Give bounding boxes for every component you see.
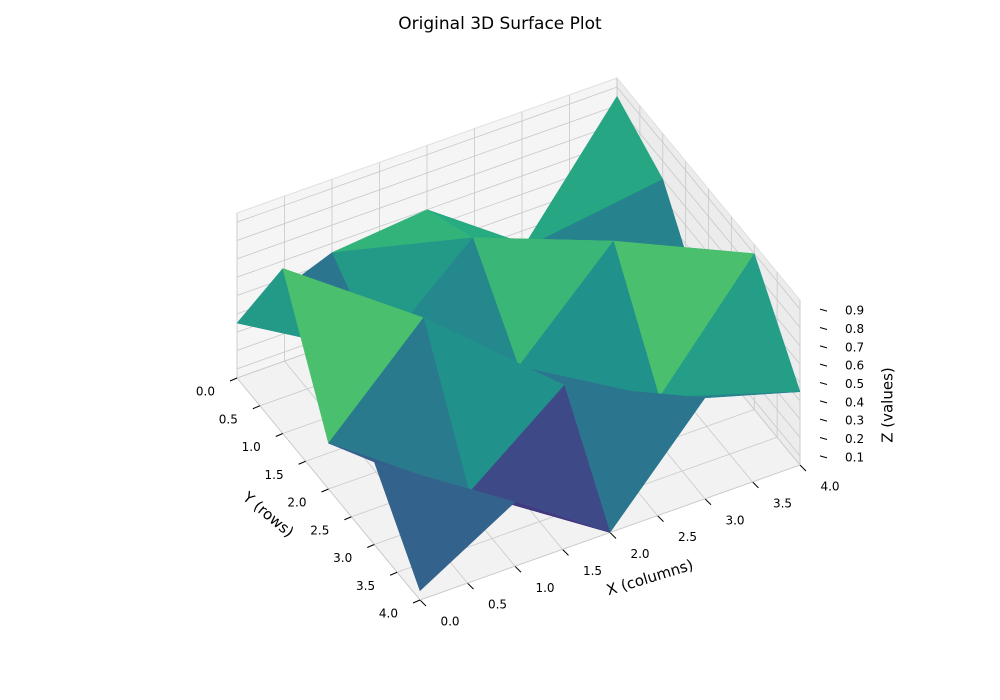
z-tick-label: 0.9 xyxy=(845,304,864,318)
z-tick xyxy=(819,345,828,349)
x-tick-label: 0.0 xyxy=(440,615,459,629)
x-tick-label: 4.0 xyxy=(820,480,839,494)
y-tick-label: 2.5 xyxy=(310,523,329,537)
x-tick xyxy=(419,599,427,607)
y-tick-label: 3.0 xyxy=(333,551,352,565)
z-tick-label: 0.3 xyxy=(845,414,864,428)
x-tick xyxy=(752,481,759,489)
x-tick-label: 2.5 xyxy=(678,530,697,544)
z-tick-label: 0.4 xyxy=(845,395,864,409)
grid-line xyxy=(236,123,618,260)
y-tick-label: 1.5 xyxy=(265,468,284,482)
y-tick xyxy=(389,571,398,576)
y-tick-label: 0.0 xyxy=(196,385,215,399)
z-tick xyxy=(819,308,828,312)
y-tick xyxy=(321,488,329,493)
y-tick-label: 2.0 xyxy=(287,496,306,510)
x-tick-label: 1.0 xyxy=(535,581,554,595)
y-tick xyxy=(275,433,283,437)
y-tick xyxy=(229,377,238,382)
y-tick-label: 1.0 xyxy=(242,440,261,454)
x-axis-label: X (columns) xyxy=(604,556,695,599)
x-tick xyxy=(514,565,522,573)
x-tick xyxy=(467,582,474,590)
z-tick xyxy=(819,418,828,422)
z-tick xyxy=(819,455,828,459)
y-tick-label: 4.0 xyxy=(379,607,398,621)
z-tick xyxy=(819,400,828,404)
grid-line xyxy=(236,86,618,223)
z-tick xyxy=(819,363,828,367)
y-tick xyxy=(367,544,375,548)
y-tick xyxy=(344,516,352,521)
x-tick xyxy=(562,549,569,556)
z-tick-label: 0.7 xyxy=(845,340,864,354)
z-tick xyxy=(819,437,828,440)
x-tick xyxy=(799,464,807,472)
grid-line xyxy=(236,105,618,241)
x-tick xyxy=(657,515,664,522)
y-tick xyxy=(252,405,261,410)
y-tick xyxy=(298,460,306,465)
z-tick-label: 0.1 xyxy=(845,450,864,464)
z-tick-label: 0.6 xyxy=(845,359,864,373)
chart-title: Original 3D Surface Plot xyxy=(398,14,602,34)
z-tick-label: 0.5 xyxy=(845,377,864,391)
z-tick-label: 0.2 xyxy=(845,432,864,446)
surface-face xyxy=(373,461,516,592)
x-tick-label: 3.5 xyxy=(773,496,792,510)
z-tick xyxy=(819,382,828,385)
y-tick-label: 0.5 xyxy=(219,412,238,426)
y-tick-label: 3.5 xyxy=(356,579,375,593)
y-tick xyxy=(412,599,421,604)
x-tick-label: 2.0 xyxy=(630,547,649,561)
x-tick-label: 1.5 xyxy=(583,564,602,578)
x-tick xyxy=(704,498,712,506)
z-tick xyxy=(819,327,828,330)
grid-line xyxy=(616,86,801,310)
x-tick xyxy=(609,532,617,539)
x-tick-label: 3.0 xyxy=(725,513,744,527)
x-tick-label: 0.5 xyxy=(488,598,507,612)
grid-line xyxy=(616,105,801,328)
z-axis-label: Z (values) xyxy=(879,367,897,443)
z-tick-label: 0.8 xyxy=(845,322,864,336)
